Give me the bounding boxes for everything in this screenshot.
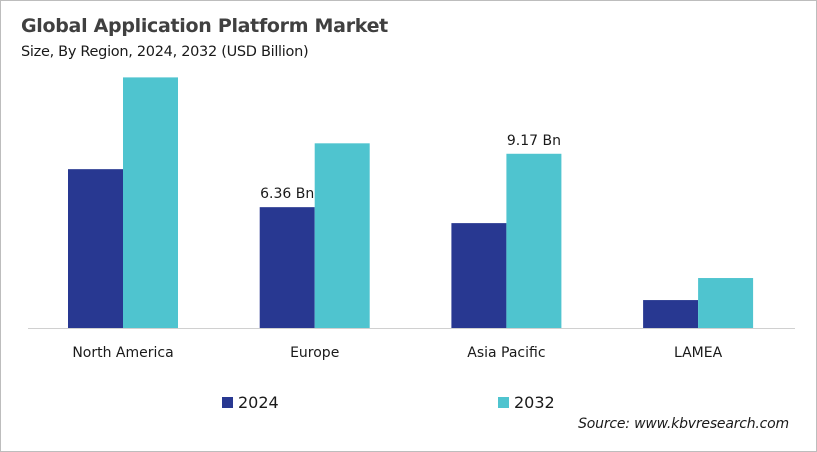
legend-swatch-2024 — [222, 397, 233, 408]
bar-2032-lamea — [698, 278, 754, 328]
bar-2032-asia-pacific — [506, 153, 562, 328]
source-note: Source: www.kbvresearch.com — [578, 416, 789, 432]
chart-title: Global Application Platform Market — [21, 15, 388, 37]
x-tick-label: North America — [72, 345, 173, 361]
legend-swatch-2032 — [498, 397, 509, 408]
chart-subtitle: Size, By Region, 2024, 2032 (USD Billion… — [21, 44, 309, 60]
x-tick-label: LAMEA — [674, 345, 723, 361]
bar-2032-north-america — [123, 77, 178, 328]
bar-2024-europe — [259, 207, 315, 328]
bar-2024-lamea — [643, 300, 699, 328]
bar-2032-europe — [314, 143, 370, 328]
data-label: 9.17 Bn — [507, 133, 561, 149]
x-tick-label: Europe — [290, 345, 339, 361]
legend-label-2032: 2032 — [514, 393, 555, 412]
legend-item-2032: 2032 — [498, 393, 555, 412]
legend-item-2024: 2024 — [222, 393, 279, 412]
bar-2024-north-america — [68, 169, 123, 328]
x-tick-label: Asia Pacific — [467, 345, 545, 361]
legend-label-2024: 2024 — [238, 393, 279, 412]
data-label: 6.36 Bn — [260, 186, 314, 202]
bar-2024-asia-pacific — [451, 223, 507, 328]
